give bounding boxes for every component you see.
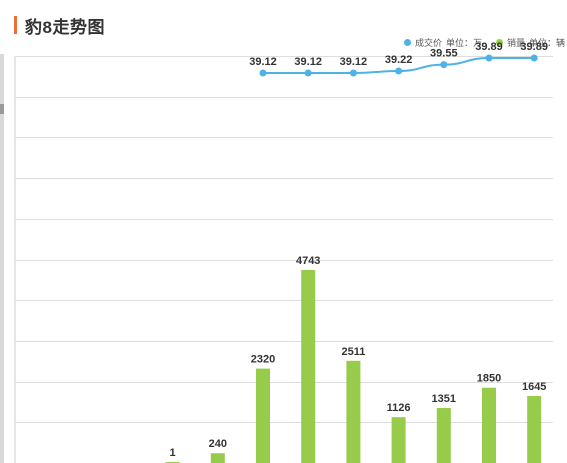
scroll-marker [0,104,4,114]
price-point [440,61,448,69]
volume-bar [256,368,270,463]
price-point-label: 39.55 [430,48,458,60]
price-point-label: 39.12 [249,56,277,68]
price-legend-unit: 单位：万 [445,37,482,48]
volume-bar-label: 1645 [522,381,546,393]
price-legend-label: 成交价 [414,37,442,48]
volume-bar-label: 4743 [296,255,320,267]
volume-bar-label: 2320 [251,354,275,366]
volume-legend-label: 销量 [506,37,525,48]
price-legend-dot [403,38,411,46]
title-accent-bar [14,16,17,34]
left-edge-strip [0,54,4,463]
volume-bar-label: 1351 [432,393,456,405]
price-point [259,69,267,77]
price-point [349,69,357,77]
volume-bar [210,453,225,463]
volume-bar-label: 1850 [477,373,501,385]
chart-legend: 成交价 单位：万 销量 单位：辆 [403,36,565,48]
chart-header: 豹8走势图 [14,14,105,37]
price-point [395,67,403,75]
volume-bar-label: 1126 [387,402,411,414]
volume-bar [301,269,316,463]
volume-legend-dot [495,38,503,46]
volume-bar [391,417,406,463]
volume-bar-label: 240 [209,438,227,450]
price-point [485,54,493,62]
volume-bar [436,408,451,463]
volume-legend-unit: 单位：辆 [528,37,565,48]
volume-bar [482,387,496,463]
price-point [304,69,312,77]
volume-bar-label: 1 [170,447,176,459]
volume-bar [346,360,361,463]
price-point-label: 39.12 [294,56,322,68]
volume-bar-label: 2511 [341,346,365,358]
page-title: 豹8走势图 [25,17,105,37]
price-point [530,54,538,62]
volume-bar [527,396,542,463]
price-point-label: 39.89 [520,41,548,53]
price-point-label: 39.89 [475,41,503,53]
price-point-label: 39.22 [385,54,413,66]
price-point-label: 39.12 [340,56,368,68]
